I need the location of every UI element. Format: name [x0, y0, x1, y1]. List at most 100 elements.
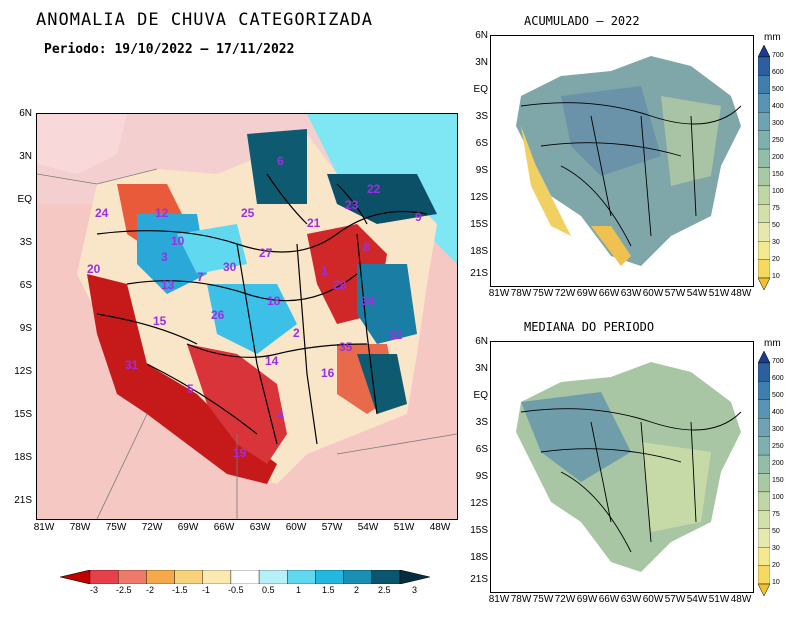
- basin-label: 27: [259, 246, 273, 260]
- mm-colorbar-label: 75: [772, 205, 780, 212]
- mm-colorbar-segment: [758, 185, 770, 205]
- lat-label: 6N: [475, 30, 488, 41]
- basin-label: 13: [161, 278, 175, 292]
- mm-colorbar-label: 30: [772, 239, 780, 246]
- lon-label: 81W: [33, 522, 55, 533]
- basin-label: 31: [125, 358, 139, 372]
- mm-colorbar-segment: [758, 167, 770, 187]
- mm-colorbar-segment: [758, 565, 770, 585]
- lon-label: 75W: [105, 522, 127, 533]
- mm-colorbar-label: 250: [772, 137, 784, 144]
- lat-label: 12S: [14, 366, 32, 377]
- mm-colorbar-label: 50: [772, 222, 780, 229]
- mm-colorbar-segment: [758, 241, 770, 260]
- lon-label: 60W: [642, 288, 664, 299]
- lat-label: 3N: [475, 57, 488, 68]
- mm-colorbar-segment: [758, 381, 770, 400]
- colorbar-segment: [230, 570, 260, 584]
- lon-label: 69W: [177, 522, 199, 533]
- median-title: MEDIANA DO PERIODO: [524, 320, 655, 334]
- colorbar-label: 2: [354, 585, 360, 595]
- lon-label: 54W: [357, 522, 379, 533]
- lon-label: 66W: [598, 594, 620, 605]
- mm-colorbar-segment: [758, 583, 770, 596]
- basin-label: 20: [87, 262, 101, 276]
- lon-label: 57W: [664, 594, 686, 605]
- colorbar-segment: [117, 570, 147, 584]
- lat-label: 6S: [475, 444, 488, 455]
- mm-colorbar-segment: [758, 93, 770, 113]
- lat-label: 3S: [19, 237, 32, 248]
- basin-label: 7: [197, 270, 204, 284]
- mm-colorbar-label: 20: [772, 256, 780, 263]
- lon-label: 69W: [576, 594, 598, 605]
- basin-label: 2: [293, 326, 300, 340]
- lat-label: 3N: [19, 151, 32, 162]
- basin-label: 9: [415, 210, 422, 224]
- basin-label: 25: [241, 206, 255, 220]
- mm-colorbar-segment: [758, 277, 770, 290]
- colorbar-label: 1: [296, 585, 302, 595]
- mm-colorbar-label: 100: [772, 494, 784, 501]
- colorbar-segment: [258, 570, 288, 584]
- lat-label: 9S: [475, 471, 488, 482]
- anomaly-map: 6 22 23 25 24 12 21 10 8 3 27 1 30 13 28…: [36, 113, 458, 520]
- mm-colorbar-segment: [758, 222, 770, 242]
- colorbar-segment: [174, 570, 203, 584]
- mm-colorbar-label: 500: [772, 392, 784, 399]
- basin-label: 21: [307, 216, 321, 230]
- mm-colorbar-segment: [758, 351, 770, 364]
- basin-label: 16: [321, 366, 335, 380]
- lat-label: 15S: [14, 409, 32, 420]
- lon-label: 63W: [620, 594, 642, 605]
- mm-colorbar-segment: [758, 259, 770, 279]
- lon-label: 66W: [598, 288, 620, 299]
- mm-colorbar-segment: [758, 547, 770, 566]
- mm-colorbar-top: [758, 45, 770, 290]
- colorbar-label: -1: [202, 585, 211, 595]
- accumulated-map: [490, 35, 754, 287]
- basin-label: 18: [267, 294, 281, 308]
- lat-label: 21S: [470, 574, 488, 585]
- anomaly-map-canvas: [37, 114, 457, 519]
- mm-colorbar-label: 200: [772, 460, 784, 467]
- lat-label: 21S: [470, 268, 488, 279]
- mm-colorbar-segment: [758, 528, 770, 548]
- basin-label: 14: [265, 354, 279, 368]
- lon-label: 81W: [488, 288, 510, 299]
- lon-label: 51W: [708, 594, 730, 605]
- colorbar-label: -1.5: [172, 585, 188, 595]
- mm-colorbar-label: 600: [772, 69, 784, 76]
- mm-colorbar-label: 100: [772, 188, 784, 195]
- median-map: [490, 341, 754, 593]
- lat-label: 9S: [19, 323, 32, 334]
- lon-label: 48W: [429, 522, 451, 533]
- mm-colorbar-bottom: [758, 351, 770, 596]
- mm-colorbar-label: 20: [772, 562, 780, 569]
- colorbar-segment: [287, 570, 316, 584]
- lon-label: 57W: [664, 288, 686, 299]
- colorbar-segment: [343, 570, 373, 584]
- colorbar-label: -2.5: [116, 585, 132, 595]
- basin-label: 24: [95, 206, 109, 220]
- mm-colorbar-segment: [758, 148, 770, 168]
- mm-colorbar-label: 400: [772, 103, 784, 110]
- lon-label: 69W: [576, 288, 598, 299]
- colorbar-label: -2: [146, 585, 155, 595]
- mm-unit-label-top: mm: [764, 32, 781, 43]
- mm-colorbar-label: 10: [772, 579, 780, 586]
- mm-colorbar-segment: [758, 399, 770, 419]
- basin-label: 6: [277, 154, 284, 168]
- basin-label: 1: [321, 264, 328, 278]
- lon-label: 51W: [708, 288, 730, 299]
- lat-label: 6S: [475, 138, 488, 149]
- colorbar-segment: [146, 570, 175, 584]
- median-map-canvas: [491, 342, 753, 592]
- basin-label: 28: [333, 278, 347, 292]
- colorbar-label: 3: [412, 585, 418, 595]
- lat-label: 3N: [475, 363, 488, 374]
- lat-label: 18S: [470, 552, 488, 563]
- basin-label: 3: [161, 250, 168, 264]
- period-subtitle: Periodo: 19/10/2022 – 17/11/2022: [44, 42, 295, 57]
- accumulated-title: ACUMULADO – 2022: [524, 14, 640, 28]
